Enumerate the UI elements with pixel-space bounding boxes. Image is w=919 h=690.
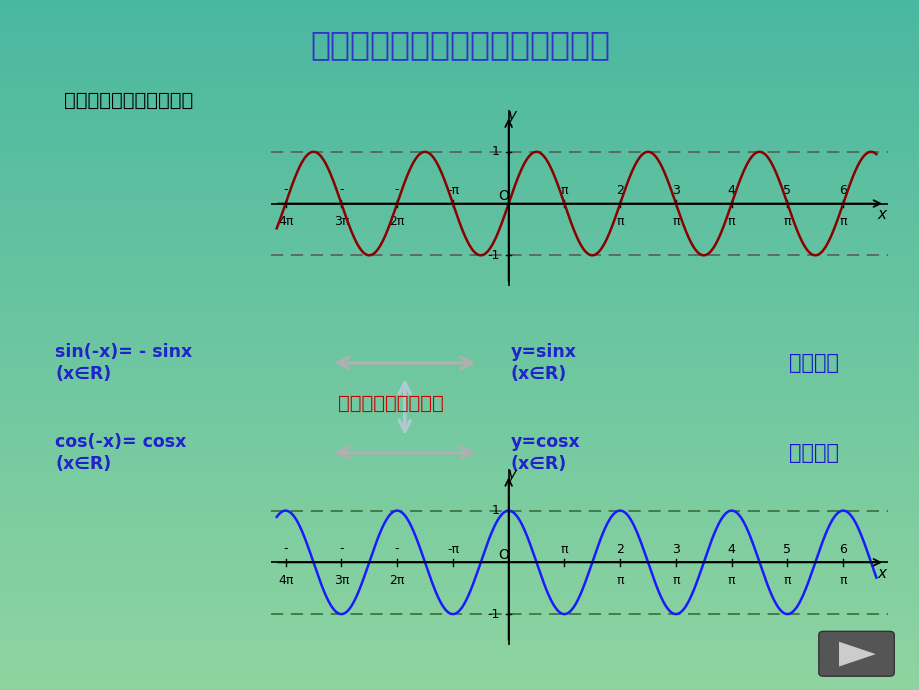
Text: (x∈R): (x∈R) [55,455,111,473]
Text: 3π: 3π [334,215,348,228]
Text: π: π [838,215,846,228]
Text: 6: 6 [838,543,846,556]
Text: 3π: 3π [334,574,348,586]
Text: -: - [283,183,288,196]
Text: y: y [506,467,516,482]
Text: 4: 4 [727,184,735,197]
Text: 5: 5 [783,543,790,556]
Text: π: π [672,215,679,228]
Text: -π: -π [447,543,459,556]
Text: π: π [616,215,623,228]
Text: O: O [497,548,508,562]
Text: 正弦、余弦函数的对称性: 正弦、余弦函数的对称性 [64,90,193,110]
Text: y: y [506,108,516,123]
Text: 2π: 2π [389,574,404,586]
Text: 2: 2 [616,543,623,556]
Text: 1: 1 [492,146,499,158]
Text: -: - [283,542,288,555]
Text: 5: 5 [783,184,790,197]
Text: 是偶函数: 是偶函数 [789,443,838,462]
Text: -1: -1 [487,249,499,262]
Text: x: x [877,566,886,581]
Text: π: π [560,184,568,197]
FancyBboxPatch shape [818,631,893,676]
Text: π: π [672,574,679,586]
Text: 正弦、余弦函数的奇偶性、单调性: 正弦、余弦函数的奇偶性、单调性 [310,28,609,61]
Text: 3: 3 [671,543,679,556]
Text: π: π [783,574,790,586]
Text: -: - [339,183,343,196]
Text: y=cosx: y=cosx [510,433,580,451]
Text: π: π [616,574,623,586]
Text: 3: 3 [671,184,679,197]
Text: π: π [560,543,568,556]
Polygon shape [838,642,875,667]
Text: 是奇函数: 是奇函数 [789,353,838,373]
Text: cos(-x)= cosx: cos(-x)= cosx [55,433,187,451]
Text: -: - [394,183,399,196]
Text: sin(-x)= - sinx: sin(-x)= - sinx [55,343,192,361]
Text: (x∈R): (x∈R) [510,455,566,473]
Text: 4: 4 [727,543,735,556]
Text: O: O [497,189,508,203]
Text: π: π [727,215,734,228]
Text: 4π: 4π [278,215,293,228]
Text: 2π: 2π [389,215,404,228]
Text: 6: 6 [838,184,846,197]
Text: 定义域关于原点对称: 定义域关于原点对称 [338,394,443,413]
Text: x: x [877,208,886,222]
Text: (x∈R): (x∈R) [510,365,566,383]
Text: y=sinx: y=sinx [510,343,576,361]
Text: 4π: 4π [278,574,293,586]
Text: π: π [783,215,790,228]
Text: π: π [838,574,846,586]
Text: -: - [394,542,399,555]
Text: (x∈R): (x∈R) [55,365,111,383]
Text: -π: -π [447,184,459,197]
Text: 2: 2 [616,184,623,197]
Text: π: π [727,574,734,586]
Text: 1: 1 [492,504,499,517]
Text: -: - [339,542,343,555]
Text: -1: -1 [487,608,499,620]
